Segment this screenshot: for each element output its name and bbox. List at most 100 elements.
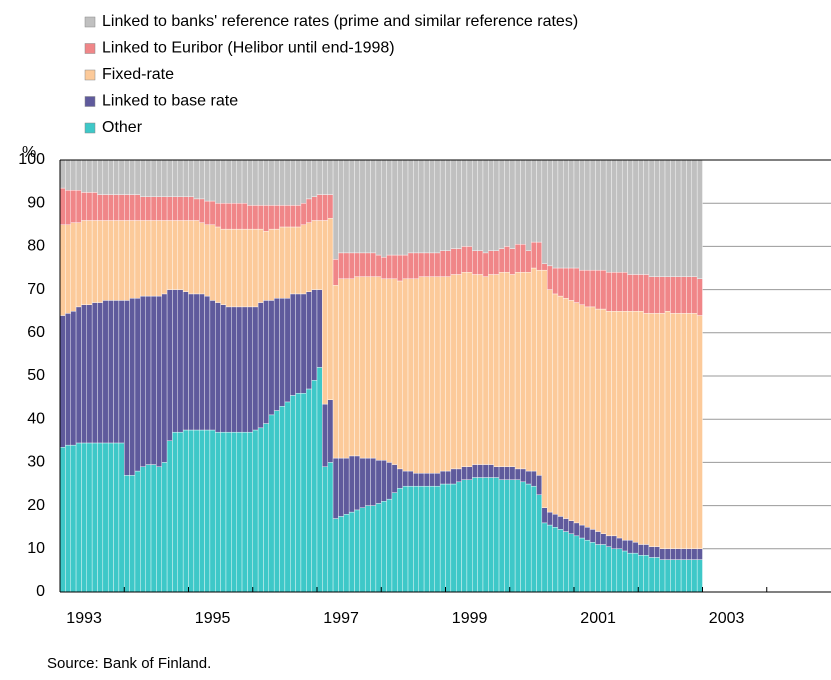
bar-segment: [413, 278, 419, 474]
bar-segment: [322, 194, 328, 221]
bar-segment: [252, 306, 259, 431]
bar-segment: [638, 159, 644, 275]
bar-segment: [375, 503, 382, 593]
bar-segment: [675, 548, 682, 560]
bar-segment: [525, 470, 532, 485]
bar-segment: [354, 159, 361, 254]
bar-segment: [541, 507, 548, 524]
bar-segment: [696, 278, 703, 316]
bar-segment: [413, 485, 419, 593]
bar-segment: [638, 544, 644, 556]
bar-segment: [584, 527, 591, 541]
bar-segment: [86, 304, 93, 444]
bar-segment: [236, 306, 243, 433]
bar-segment: [627, 274, 634, 312]
bar-segment: [445, 276, 452, 472]
bar-segment: [316, 220, 323, 290]
bar-segment: [370, 159, 377, 254]
bar-segment: [311, 380, 318, 593]
bar-segment: [290, 395, 296, 593]
bar-segment: [220, 304, 227, 433]
bar-segment: [70, 222, 77, 312]
bar-segment: [327, 218, 334, 400]
bar-segment: [124, 300, 130, 476]
bar-segment: [680, 159, 687, 277]
bar-segment: [616, 311, 623, 539]
bar-segment: [172, 289, 178, 433]
bar-segment: [354, 276, 361, 457]
bar-segment: [434, 276, 441, 474]
bar-segment: [295, 293, 302, 394]
bar-segment: [670, 313, 676, 549]
bar-segment: [418, 473, 425, 487]
bar-segment: [509, 248, 516, 275]
bar-segment: [161, 159, 168, 197]
bar-segment: [402, 485, 409, 593]
bar-segment: [118, 194, 125, 221]
bar-segment: [156, 196, 162, 221]
bar-segment: [552, 267, 559, 295]
bar-segment: [193, 159, 200, 200]
legend-swatch: [84, 96, 96, 107]
bar-segment: [118, 159, 125, 195]
bar-segment: [397, 254, 403, 282]
bar-segment: [552, 159, 559, 269]
bar-segment: [295, 393, 302, 593]
bar-segment: [632, 542, 639, 554]
bar-segment: [215, 226, 221, 303]
bar-segment: [284, 226, 291, 299]
bar-segment: [654, 159, 660, 277]
bar-segment: [316, 194, 323, 221]
bar-segment: [670, 548, 676, 560]
bar-segment: [86, 159, 93, 193]
bar-segment: [177, 220, 184, 290]
bar-segment: [611, 159, 618, 273]
bar-segment: [643, 313, 650, 545]
bar-segment: [140, 159, 146, 197]
bar-segment: [247, 306, 253, 433]
bar-segment: [113, 442, 120, 593]
bar-segment: [675, 276, 682, 314]
bar-segment: [145, 464, 152, 593]
bar-segment: [375, 254, 382, 277]
bar-segment: [295, 205, 302, 228]
bar-segment: [680, 276, 687, 314]
bar-segment: [91, 220, 98, 303]
bar-segment: [241, 228, 248, 308]
bar-segment: [263, 159, 270, 206]
bar-segment: [595, 308, 601, 532]
bar-segment: [520, 468, 527, 483]
bar-segment: [568, 533, 575, 593]
bar-segment: [188, 159, 195, 197]
bar-segment: [257, 205, 264, 230]
bar-segment: [579, 537, 585, 593]
bar-segment: [472, 274, 478, 465]
bar-segment: [541, 269, 548, 508]
bar-segment: [402, 159, 409, 256]
bar-segment: [488, 159, 494, 251]
bar-segment: [429, 276, 435, 474]
bar-segment: [150, 464, 157, 593]
bar-segment: [525, 159, 532, 251]
bar-segment: [177, 196, 184, 221]
y-unit-label: %: [22, 144, 36, 161]
bar-segment: [611, 548, 618, 593]
bar-segment: [439, 159, 446, 251]
bar-segment: [530, 159, 537, 243]
bar-segment: [584, 306, 591, 528]
bar-segment: [134, 194, 141, 221]
bar-segment: [338, 278, 344, 459]
bar-segment: [107, 159, 114, 195]
bar-segment: [247, 205, 253, 230]
bar-segment: [81, 304, 87, 444]
bar-segment: [664, 559, 671, 593]
bar-segment: [182, 220, 189, 292]
bar-segment: [156, 220, 162, 297]
bar-segment: [493, 477, 500, 593]
bar-segment: [691, 159, 698, 277]
legend-label: Linked to banks' reference rates (prime …: [102, 13, 578, 30]
bar-segment: [188, 196, 195, 221]
bar-segment: [279, 205, 286, 228]
bar-segment: [166, 159, 173, 197]
bar-segment: [348, 278, 355, 457]
